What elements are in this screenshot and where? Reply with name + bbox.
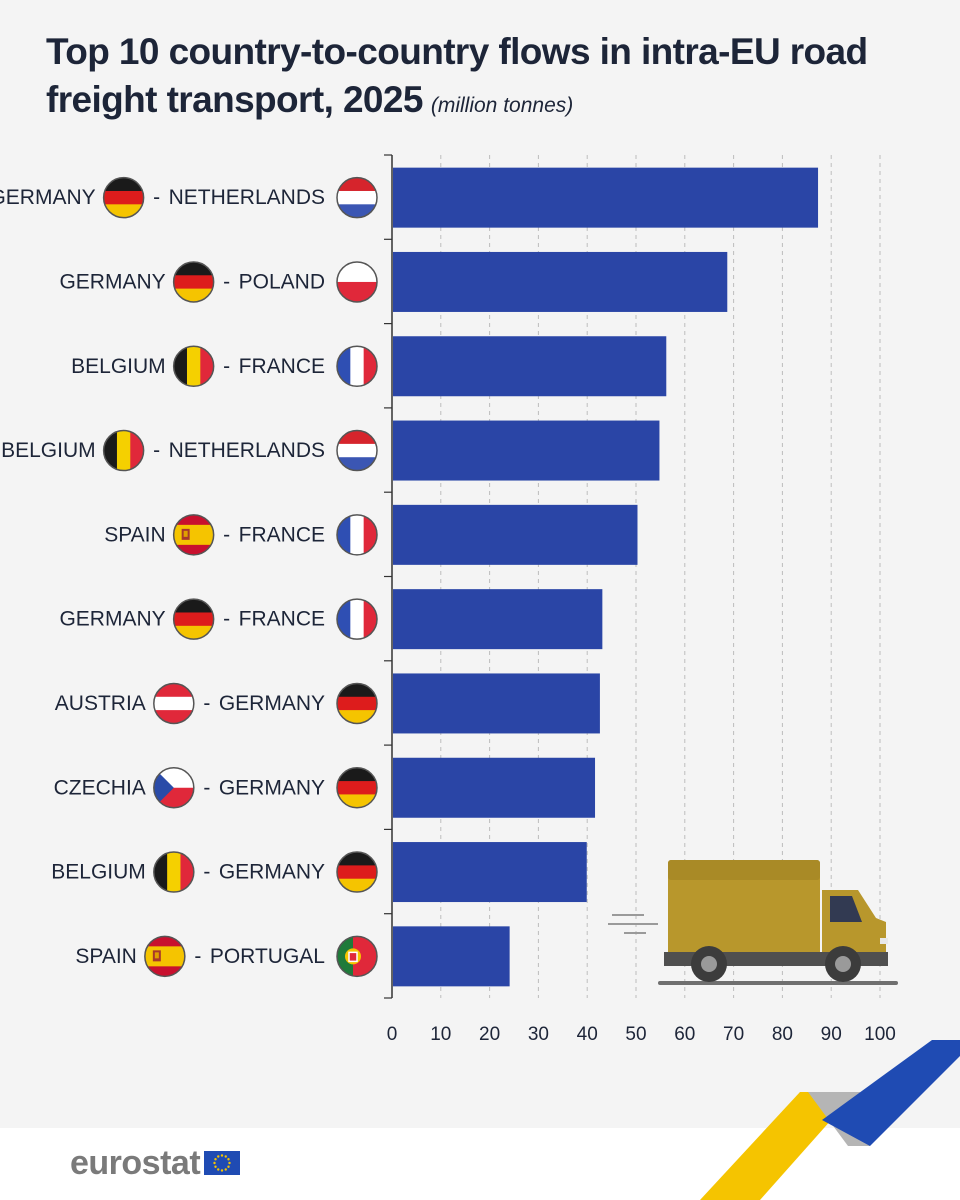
flow-separator: - bbox=[153, 186, 160, 209]
flag-es-icon bbox=[172, 514, 215, 556]
flow-separator: - bbox=[194, 945, 201, 968]
bar bbox=[393, 673, 600, 734]
bar bbox=[393, 504, 638, 565]
origin-country-label: BELGIUM bbox=[1, 439, 96, 462]
flag-de-icon bbox=[336, 767, 378, 809]
bar bbox=[393, 842, 587, 903]
x-tick-label: 30 bbox=[528, 1024, 549, 1045]
bar bbox=[393, 589, 603, 650]
chart-title: Top 10 country-to-country flows in intra… bbox=[46, 28, 926, 130]
origin-country-label: GERMANY bbox=[59, 608, 165, 631]
destination-country-label: GERMANY bbox=[219, 861, 325, 884]
origin-country-label: BELGIUM bbox=[71, 355, 166, 378]
flow-separator: - bbox=[223, 355, 230, 378]
flag-be-icon bbox=[153, 851, 195, 893]
origin-country-label: SPAIN bbox=[104, 523, 165, 546]
origin-country-label: CZECHIA bbox=[54, 776, 146, 799]
destination-country-label: FRANCE bbox=[239, 523, 325, 546]
eu-flag-icon bbox=[204, 1151, 241, 1175]
flag-de-icon bbox=[172, 261, 215, 303]
eurostat-logo: eurostat bbox=[70, 1141, 241, 1185]
flag-de-icon bbox=[102, 176, 145, 219]
bar-chart: NETHERLANDS-GERMANYPOLAND-GERMANYFRANCE-… bbox=[0, 154, 898, 1045]
eurostat-wordmark: eurostat bbox=[70, 1143, 201, 1182]
flow-separator: - bbox=[203, 692, 210, 715]
x-tick-label: 100 bbox=[864, 1024, 896, 1045]
flag-es-icon bbox=[144, 935, 186, 978]
flag-fr-icon bbox=[336, 514, 378, 556]
category-labels: NETHERLANDS-GERMANYPOLAND-GERMANYFRANCE-… bbox=[0, 176, 378, 978]
destination-country-label: GERMANY bbox=[219, 692, 325, 715]
bar bbox=[393, 167, 819, 228]
x-tick-label: 40 bbox=[577, 1024, 598, 1045]
destination-country-label: PORTUGAL bbox=[210, 945, 325, 968]
flag-nl-icon bbox=[336, 429, 378, 472]
flag-pl-icon bbox=[336, 261, 378, 303]
x-tick-label: 70 bbox=[723, 1024, 744, 1045]
origin-country-label: SPAIN bbox=[75, 945, 136, 968]
x-tick-label: 20 bbox=[479, 1024, 500, 1045]
x-tick-label: 60 bbox=[674, 1024, 695, 1045]
flag-be-icon bbox=[172, 345, 215, 387]
flow-separator: - bbox=[203, 776, 210, 799]
chart-unit: (million tonnes) bbox=[430, 94, 574, 117]
destination-country-label: NETHERLANDS bbox=[169, 439, 325, 462]
flow-separator: - bbox=[223, 608, 230, 631]
x-tick-label: 90 bbox=[821, 1024, 842, 1045]
truck-icon bbox=[608, 860, 898, 985]
bar bbox=[393, 251, 728, 312]
y-axis bbox=[384, 154, 393, 999]
bar bbox=[393, 757, 596, 818]
x-tick-label: 0 bbox=[387, 1024, 398, 1045]
flag-be-icon bbox=[102, 429, 145, 472]
flag-fr-icon bbox=[336, 598, 378, 640]
origin-country-label: GERMANY bbox=[0, 186, 96, 209]
flag-de-icon bbox=[172, 598, 215, 640]
chart-title-line-2: freight transport, 2025 bbox=[46, 79, 423, 120]
destination-country-label: FRANCE bbox=[239, 355, 325, 378]
flag-pt-icon bbox=[336, 935, 378, 978]
flag-nl-icon bbox=[336, 176, 378, 219]
flow-separator: - bbox=[223, 270, 230, 293]
x-tick-label: 50 bbox=[625, 1024, 646, 1045]
flow-separator: - bbox=[203, 861, 210, 884]
flow-separator: - bbox=[223, 523, 230, 546]
origin-country-label: AUSTRIA bbox=[55, 692, 146, 715]
flag-fr-icon bbox=[336, 345, 378, 387]
destination-country-label: GERMANY bbox=[219, 776, 325, 799]
bar bbox=[393, 420, 660, 481]
destination-country-label: NETHERLANDS bbox=[169, 186, 325, 209]
flow-separator: - bbox=[153, 439, 160, 462]
destination-country-label: FRANCE bbox=[239, 608, 325, 631]
bars bbox=[393, 167, 819, 987]
flag-de-icon bbox=[336, 851, 378, 893]
bar bbox=[393, 926, 510, 987]
origin-country-label: GERMANY bbox=[59, 270, 165, 293]
x-tick-label: 10 bbox=[430, 1024, 451, 1045]
destination-country-label: POLAND bbox=[239, 270, 325, 293]
x-tick-label: 80 bbox=[772, 1024, 793, 1045]
x-axis-ticks: 0 10 20 30 40 50 60 70 80 90 100 bbox=[387, 1024, 896, 1045]
flag-cz-icon bbox=[153, 767, 195, 809]
flag-at-icon bbox=[153, 682, 195, 725]
origin-country-label: BELGIUM bbox=[51, 861, 146, 884]
bar bbox=[393, 336, 667, 397]
chart-title-line-1: Top 10 country-to-country flows in intra… bbox=[46, 31, 868, 72]
flag-de-icon bbox=[336, 682, 378, 725]
